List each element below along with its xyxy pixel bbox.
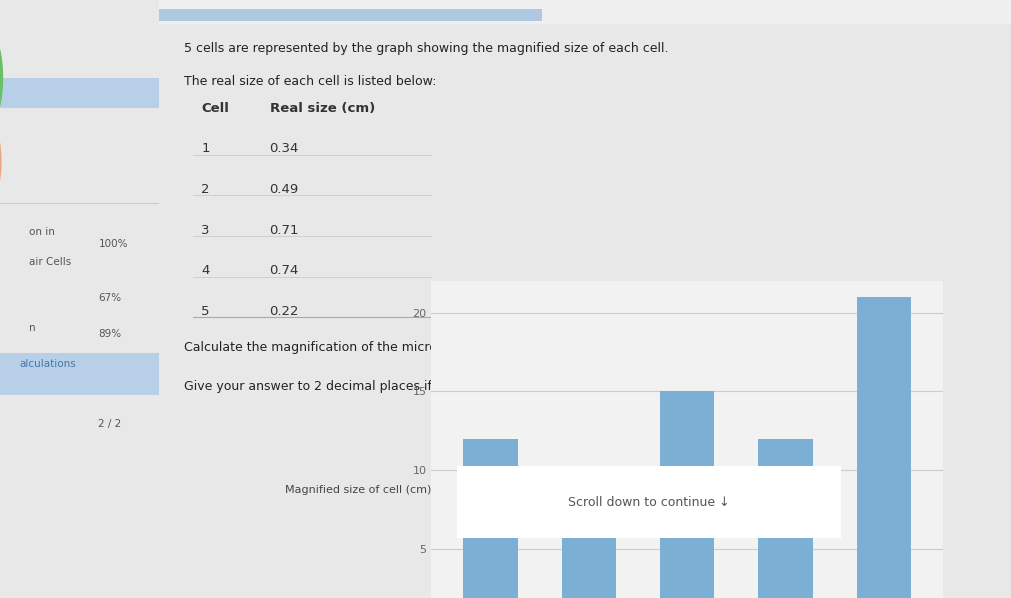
Text: 2: 2	[201, 183, 210, 196]
Bar	[562, 486, 616, 598]
Text: 67%: 67%	[98, 293, 121, 303]
Circle shape	[0, 36, 3, 120]
Text: 3: 3	[201, 224, 210, 237]
Text: 0.49: 0.49	[270, 183, 299, 196]
Text: Cell: Cell	[201, 102, 229, 115]
Text: 0.71: 0.71	[270, 224, 299, 237]
Text: 89%: 89%	[98, 329, 121, 339]
Text: 0.22: 0.22	[270, 305, 299, 318]
Text: Magnified size of cell (cm): Magnified size of cell (cm)	[285, 486, 432, 495]
Text: 1: 1	[201, 142, 210, 155]
Text: Give your answer to 2 decimal places if needed.: Give your answer to 2 decimal places if …	[184, 380, 487, 393]
Text: Scroll down to continue ↓: Scroll down to continue ↓	[568, 496, 730, 509]
Text: 0.34: 0.34	[270, 142, 299, 155]
Text: 100%: 100%	[98, 239, 128, 249]
Text: Real size (cm): Real size (cm)	[270, 102, 375, 115]
Bar	[0, 353, 159, 395]
Text: 4: 4	[201, 264, 209, 277]
Bar	[856, 297, 911, 598]
Text: The real size of each cell is listed below:: The real size of each cell is listed bel…	[184, 75, 437, 88]
Text: on in: on in	[28, 227, 55, 237]
Text: 5: 5	[201, 305, 210, 318]
Text: Calculate the magnification of the microscope on cell 3.: Calculate the magnification of the micro…	[184, 341, 535, 354]
Text: air Cells: air Cells	[28, 257, 71, 267]
Bar	[660, 392, 714, 598]
Text: 2 / 2: 2 / 2	[98, 419, 121, 429]
Text: n: n	[28, 323, 35, 333]
Text: 0.74: 0.74	[270, 264, 299, 277]
Bar	[463, 439, 518, 598]
Bar	[159, 9, 542, 21]
Text: alculations: alculations	[19, 359, 76, 369]
Bar	[0, 78, 159, 108]
Text: 5 cells are represented by the graph showing the magnified size of each cell.: 5 cells are represented by the graph sho…	[184, 42, 669, 55]
FancyBboxPatch shape	[434, 464, 863, 541]
Bar	[159, 0, 1011, 24]
Circle shape	[0, 126, 2, 197]
Bar	[758, 439, 813, 598]
